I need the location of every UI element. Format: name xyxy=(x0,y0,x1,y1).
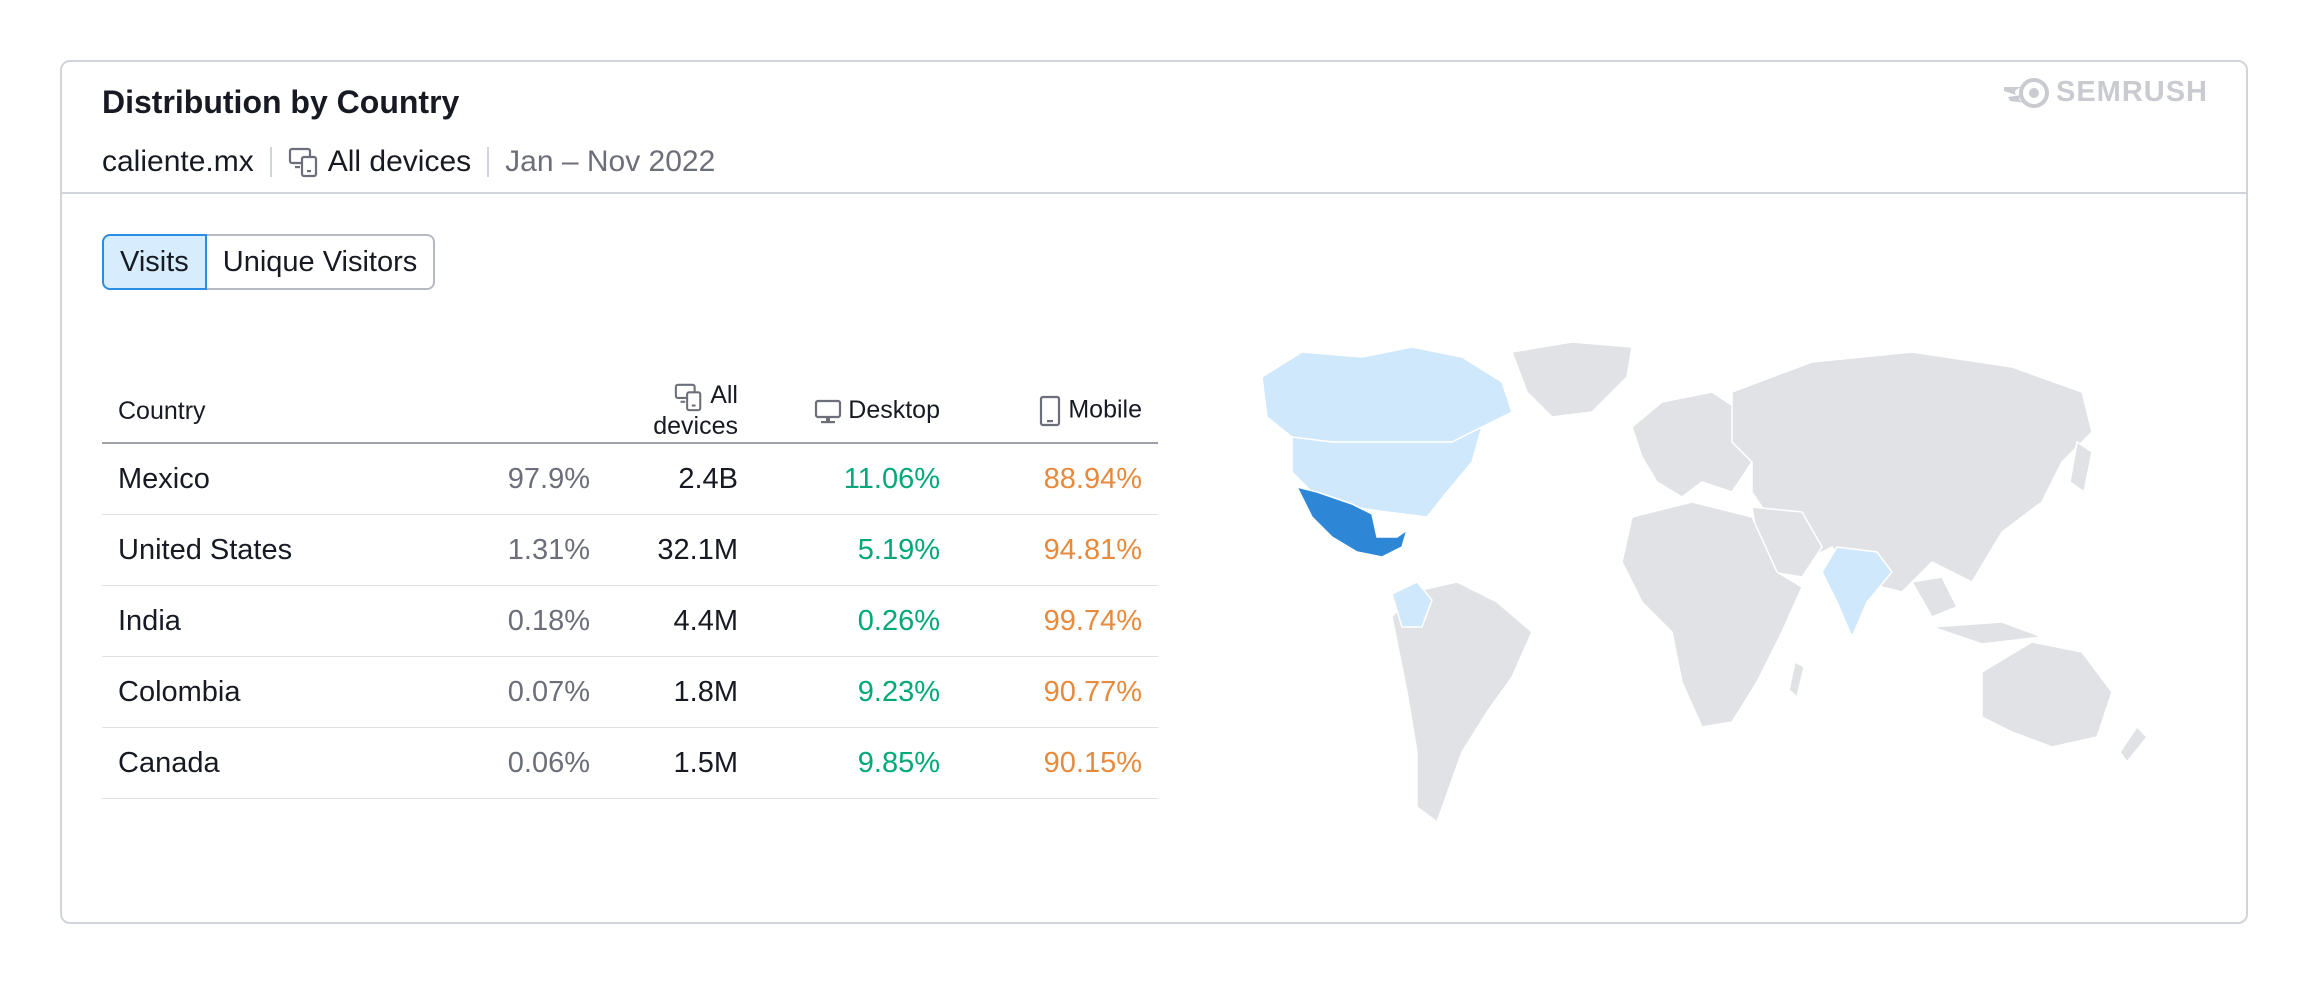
map-region-madagascar xyxy=(1788,660,1805,699)
all-devices-value: 1.8M xyxy=(606,656,754,728)
table-row[interactable]: Colombia 0.07% 1.8M 9.23% 90.77% xyxy=(102,656,1158,728)
column-all-devices-label: All devices xyxy=(653,381,738,440)
all-devices-icon xyxy=(288,147,317,178)
desktop-share: 11.06% xyxy=(754,443,956,515)
traffic-share: 0.07% xyxy=(424,656,606,728)
map-region-europe xyxy=(1631,391,1753,498)
country-name[interactable]: United States xyxy=(102,514,424,586)
map-country-colombia xyxy=(1391,581,1433,628)
country-name[interactable]: Colombia xyxy=(102,656,424,728)
all-devices-value: 32.1M xyxy=(606,514,754,586)
traffic-share: 97.9% xyxy=(424,443,606,515)
table-header-row: Country All devices Desktop xyxy=(102,380,1158,444)
divider xyxy=(487,147,490,177)
all-devices-value: 1.5M xyxy=(606,727,754,799)
tab-visits[interactable]: Visits xyxy=(102,234,207,290)
mobile-share: 88.94% xyxy=(956,443,1158,515)
map-region-greenland xyxy=(1510,341,1633,418)
map-region-south-america xyxy=(1391,581,1533,824)
map-country-canada xyxy=(1261,346,1513,443)
tab-unique-visitors[interactable]: Unique Visitors xyxy=(206,234,436,290)
metric-tabs: Visits Unique Visitors xyxy=(102,234,436,290)
country-name[interactable]: Mexico xyxy=(102,443,424,515)
country-table: Country All devices Desktop xyxy=(102,380,1158,799)
country-name[interactable]: Canada xyxy=(102,727,424,799)
column-desktop[interactable]: Desktop xyxy=(754,380,956,444)
traffic-share: 0.18% xyxy=(424,585,606,657)
card-title: Distribution by Country xyxy=(102,84,460,120)
all-devices-value: 2.4B xyxy=(606,443,754,515)
column-all-devices[interactable]: All devices xyxy=(606,380,754,444)
table-row[interactable]: Mexico 97.9% 2.4B 11.06% 88.94% xyxy=(102,443,1158,515)
column-share xyxy=(424,380,606,444)
all-devices-icon xyxy=(675,383,702,411)
semrush-logo: SEMRUSH xyxy=(2002,76,2208,109)
date-range: Jan – Nov 2022 xyxy=(505,145,716,178)
report-meta: caliente.mx All devices Jan – Nov 2022 xyxy=(102,142,715,182)
mobile-share: 94.81% xyxy=(956,514,1158,586)
table-row[interactable]: United States 1.31% 32.1M 5.19% 94.81% xyxy=(102,514,1158,586)
card-header: Distribution by Country caliente.mx All … xyxy=(62,62,2246,194)
desktop-share: 9.85% xyxy=(754,727,956,799)
traffic-share: 0.06% xyxy=(424,727,606,799)
mobile-share: 90.77% xyxy=(956,656,1158,728)
table-row[interactable]: India 0.18% 4.4M 0.26% 99.74% xyxy=(102,585,1158,657)
mobile-icon xyxy=(1040,395,1061,427)
map-region-africa xyxy=(1621,501,1803,728)
domain-label: caliente.mx xyxy=(102,145,254,178)
desktop-icon xyxy=(815,399,842,423)
map-region-new-zealand xyxy=(2119,725,2149,764)
map-region-japan xyxy=(2069,440,2093,494)
logo-text: SEMRUSH xyxy=(2055,76,2208,108)
mobile-share: 99.74% xyxy=(956,585,1158,657)
traffic-share: 1.31% xyxy=(424,514,606,586)
column-mobile-label: Mobile xyxy=(1068,395,1142,424)
column-country[interactable]: Country xyxy=(102,380,424,444)
all-devices-value: 4.4M xyxy=(606,585,754,657)
distribution-card: Distribution by Country caliente.mx All … xyxy=(60,60,2248,924)
map-region-southeast-asia xyxy=(1910,576,2043,645)
country-name[interactable]: India xyxy=(102,585,424,657)
desktop-share: 5.19% xyxy=(754,514,956,586)
divider xyxy=(269,147,272,177)
map-country-india xyxy=(1821,546,1893,639)
devices-filter: All devices xyxy=(288,145,471,179)
column-desktop-label: Desktop xyxy=(848,396,940,425)
devices-label: All devices xyxy=(327,145,472,178)
map-region-asia xyxy=(1731,351,2093,593)
semrush-flame-icon xyxy=(2003,77,2049,108)
mobile-share: 90.15% xyxy=(956,727,1158,799)
table-row[interactable]: Canada 0.06% 1.5M 9.85% 90.15% xyxy=(102,727,1158,799)
map-country-mexico xyxy=(1295,485,1409,558)
column-mobile[interactable]: Mobile xyxy=(956,380,1158,444)
desktop-share: 9.23% xyxy=(754,656,956,728)
desktop-share: 0.26% xyxy=(754,585,956,657)
map-region-australia xyxy=(1981,641,2113,748)
world-map[interactable] xyxy=(1212,332,2192,892)
